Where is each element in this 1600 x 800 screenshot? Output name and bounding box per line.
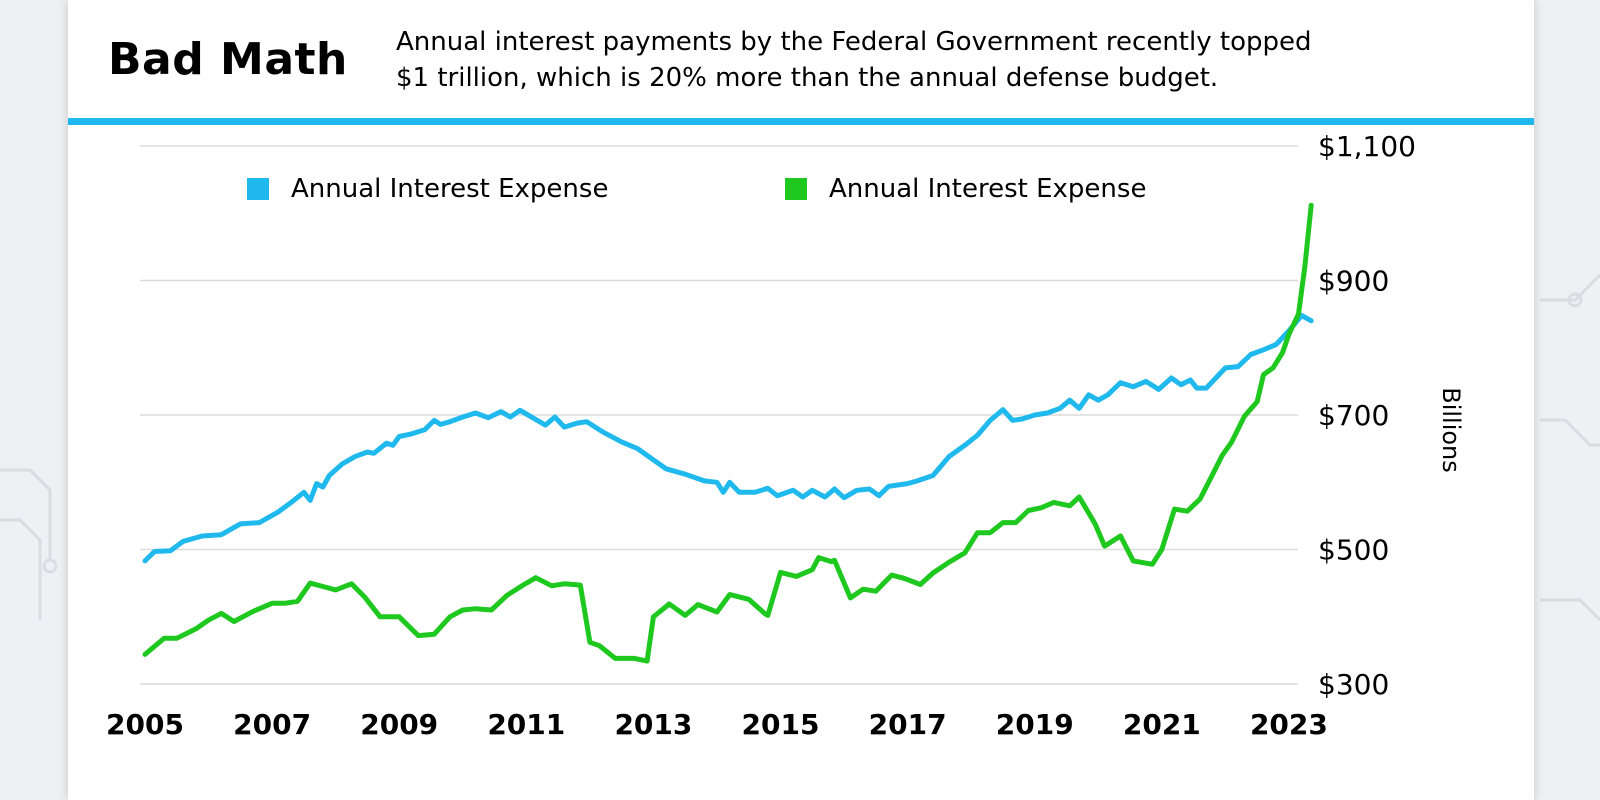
x-tick-label: 2007 bbox=[233, 708, 311, 741]
header-divider bbox=[68, 118, 1534, 125]
y-tick-label: $900 bbox=[1318, 265, 1389, 298]
series-line-1 bbox=[142, 313, 1314, 564]
page-title: Bad Math bbox=[108, 34, 348, 85]
y-tick-label: $1,100 bbox=[1318, 130, 1416, 163]
x-tick-label: 2017 bbox=[869, 708, 947, 741]
chart-card: Bad Math Annual interest payments by the… bbox=[68, 0, 1534, 800]
y-axis-ticks: $300 $500 $700 $900 $1,100 bbox=[1318, 130, 1416, 701]
x-tick-label: 2011 bbox=[487, 708, 565, 741]
chart-legend: Annual Interest Expense Annual Interest E… bbox=[247, 174, 1146, 204]
y-tick-label: $300 bbox=[1318, 668, 1389, 701]
x-tick-label: 2023 bbox=[1250, 708, 1328, 741]
x-axis-ticks: 2005 2007 2009 2011 2013 2015 2017 2019 2021 2023 bbox=[106, 708, 1328, 741]
x-tick-label: 2013 bbox=[614, 708, 692, 741]
x-tick-label: 2009 bbox=[360, 708, 438, 741]
legend-swatch-2 bbox=[785, 178, 807, 200]
legend-swatch-1 bbox=[247, 178, 269, 200]
grid-lines bbox=[140, 145, 1298, 685]
x-tick-label: 2021 bbox=[1123, 708, 1201, 741]
subtitle-line-2: $1 trillion, which is 20% more than the … bbox=[396, 63, 1219, 93]
legend-label-1: Annual Interest Expense bbox=[291, 174, 608, 204]
line-chart: $300$500$700$900$1,100 2005 2007 2009 2011 2… bbox=[106, 130, 1465, 741]
x-tick-label: 2015 bbox=[742, 708, 820, 741]
legend-label-2: Annual Interest Expense bbox=[829, 174, 1146, 204]
y-tick-label: $500 bbox=[1318, 534, 1389, 567]
x-tick-label: 2005 bbox=[106, 708, 184, 741]
series-line-2 bbox=[142, 202, 1314, 664]
subtitle-line-1: Annual interest payments by the Federal … bbox=[396, 27, 1312, 57]
x-tick-label: 2019 bbox=[996, 708, 1074, 741]
page-subtitle: Annual interest payments by the Federal … bbox=[396, 24, 1476, 96]
y-tick-label: $700 bbox=[1318, 399, 1389, 432]
series-lines bbox=[142, 202, 1314, 664]
y-axis-label: Billions bbox=[1437, 387, 1465, 473]
